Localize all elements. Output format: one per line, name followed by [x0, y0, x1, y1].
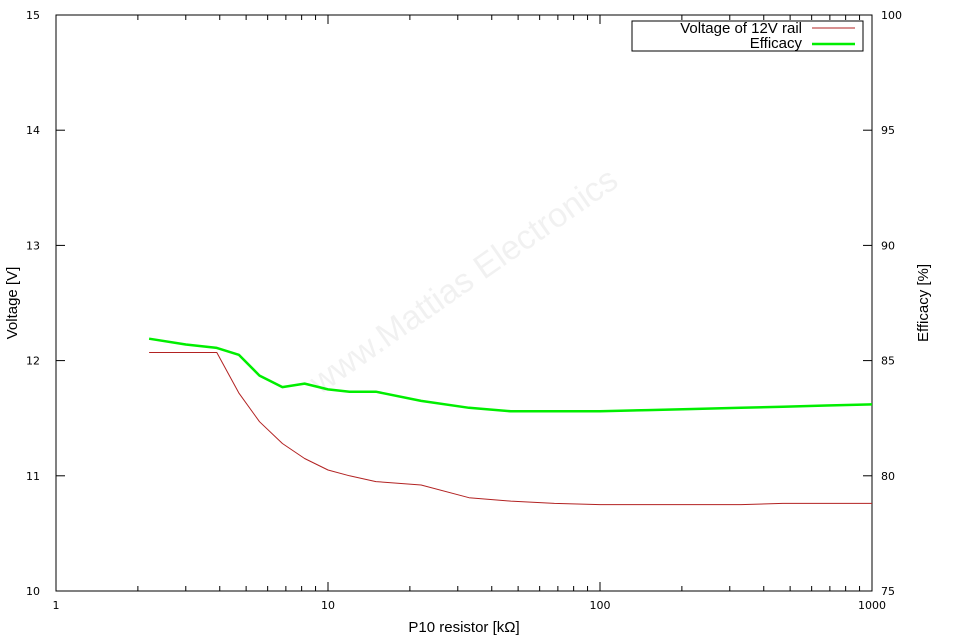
x-tick-label: 100 [590, 599, 611, 612]
y-tick-label: 15 [26, 9, 40, 22]
y-axis-title: Voltage [V] [4, 267, 21, 340]
y2-tick-label: 75 [881, 585, 895, 598]
efficacy-series-line [148, 337, 873, 413]
y-tick-label: 14 [26, 124, 40, 137]
y-tick-label: 13 [26, 239, 40, 252]
legend-label-voltage: Voltage of 12V rail [680, 20, 802, 37]
y-tick-label: 12 [26, 355, 40, 368]
ticks [55, 14, 873, 592]
voltage-series-line [149, 352, 872, 506]
tick-labels: 1 10 100 1000 10 11 12 13 14 15 75 80 85 90 95 100 [26, 9, 902, 612]
y2-tick-label: 80 [881, 470, 895, 483]
watermark-text: www.Mattias Electronics [302, 160, 625, 402]
y2-tick-label: 95 [881, 124, 895, 137]
x-tick-label: 1 [53, 599, 60, 612]
series-lines [148, 337, 873, 506]
x-tick-label: 10 [321, 599, 335, 612]
legend: Voltage of 12V rail Efficacy [631, 20, 864, 52]
y-tick-label: 10 [26, 585, 40, 598]
legend-label-efficacy: Efficacy [750, 35, 803, 52]
y2-tick-label: 85 [881, 355, 895, 368]
legend-box [631, 20, 864, 52]
x-axis-title: P10 resistor [kΩ] [408, 619, 519, 636]
y-tick-label: 11 [26, 470, 40, 483]
y2-axis-title: Efficacy [%] [915, 264, 932, 342]
x-tick-label: 1000 [858, 599, 886, 612]
y2-tick-label: 100 [881, 9, 902, 22]
plot-frame [55, 14, 873, 592]
y2-tick-label: 90 [881, 239, 895, 252]
